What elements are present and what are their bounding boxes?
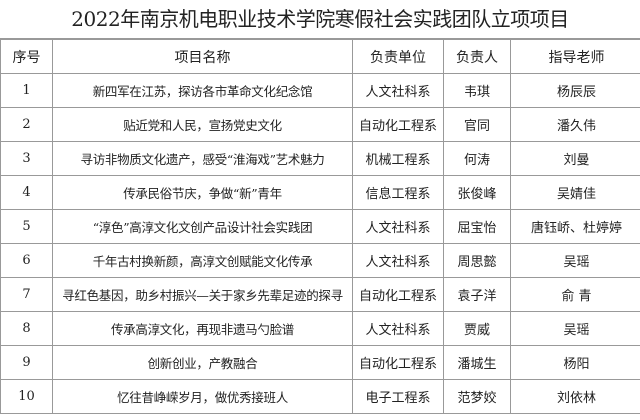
cell-col-leader: 潘城生 <box>443 345 511 380</box>
project-table: 序号 项目名称 负责单位 负责人 指导老师 1 新四军在江苏，探访各市革命文化纪念馆 人文社… <box>0 39 640 414</box>
table-row: 2 贴近党和人民，宣扬党史文化 自动化工程系 官同 潘久伟 <box>0 107 640 142</box>
cell-col-leader: 屈宝怡 <box>443 209 511 244</box>
cell-col-project-name: 寻访非物质文化遗产，感受“淮海戏”艺术魅力 <box>52 141 353 176</box>
table-header-row: 序号 项目名称 负责单位 负责人 指导老师 <box>0 39 640 74</box>
cell-col-project-name: 贴近党和人民，宣扬党史文化 <box>52 107 353 142</box>
cell-col-leader: 官同 <box>443 107 511 142</box>
cell-col-unit: 电子工程系 <box>352 379 444 414</box>
header-col-index: 序号 <box>0 39 53 74</box>
header-col-project-name: 项目名称 <box>52 39 353 74</box>
cell-col-index: 10 <box>0 379 53 414</box>
header-col-leader: 负责人 <box>443 39 511 74</box>
cell-col-index: 3 <box>0 141 53 176</box>
cell-col-leader: 贾威 <box>443 311 511 346</box>
cell-col-project-name: 忆往昔峥嵘岁月，做优秀接班人 <box>52 379 353 414</box>
table-row: 8 传承高淳文化，再现非遗马勺脸谱 人文社科系 贾威 吴瑶 <box>0 311 640 346</box>
cell-col-project-name: 创新创业，产教融合 <box>52 345 353 380</box>
cell-col-index: 4 <box>0 175 53 210</box>
cell-col-advisor: 吴瑶 <box>510 311 640 346</box>
cell-col-advisor: 刘曼 <box>510 141 640 176</box>
cell-col-project-name: 寻红色基因，助乡村振兴—关于家乡先辈足迹的探寻 <box>52 277 353 312</box>
cell-col-advisor: 俞 青 <box>510 277 640 312</box>
cell-col-project-name: 千年古村换新颜，高淳文创赋能文化传承 <box>52 243 353 278</box>
cell-col-advisor: 唐钰峤、杜婷婷 <box>510 209 640 244</box>
table-row: 5 “淳色”高淳文化文创产品设计社会实践团 人文社科系 屈宝怡 唐钰峤、杜婷婷 <box>0 209 640 244</box>
cell-col-leader: 周思懿 <box>443 243 511 278</box>
cell-col-project-name: 传承民俗节庆，争做“新”青年 <box>52 175 353 210</box>
table-row: 7 寻红色基因，助乡村振兴—关于家乡先辈足迹的探寻 自动化工程系 袁子洋俞 青 <box>0 277 640 312</box>
table-row: 1 新四军在江苏，探访各市革命文化纪念馆 人文社科系 韦琪 杨辰辰 <box>0 73 640 108</box>
header-col-unit: 负责单位 <box>352 39 444 74</box>
cell-col-index: 6 <box>0 243 53 278</box>
table-row: 3 寻访非物质文化遗产，感受“淮海戏”艺术魅力 机械工程系 何涛 刘曼 <box>0 141 640 176</box>
cell-col-unit: 人文社科系 <box>352 243 444 278</box>
cell-col-index: 8 <box>0 311 53 346</box>
cell-col-index: 5 <box>0 209 53 244</box>
cell-col-project-name: “淳色”高淳文化文创产品设计社会实践团 <box>52 209 353 244</box>
cell-col-leader: 韦琪 <box>443 73 511 108</box>
cell-col-index: 1 <box>0 73 53 108</box>
cell-col-leader: 袁子洋 <box>443 277 511 312</box>
cell-col-leader: 张俊峰 <box>443 175 511 210</box>
table-row: 6 千年古村换新颜，高淳文创赋能文化传承 人文社科系 周思懿 吴瑶 <box>0 243 640 278</box>
cell-col-advisor: 吴婧佳 <box>510 175 640 210</box>
cell-col-index: 9 <box>0 345 53 380</box>
cell-col-advisor: 潘久伟 <box>510 107 640 142</box>
cell-col-advisor: 吴瑶 <box>510 243 640 278</box>
table-row: 10 忆往昔峥嵘岁月，做优秀接班人 电子工程系 范梦姣 刘依林 <box>0 379 640 414</box>
cell-col-leader: 范梦姣 <box>443 379 511 414</box>
table-row: 9 创新创业，产教融合 自动化工程系 潘城生 杨阳 <box>0 345 640 380</box>
document-title: 2022年南京机电职业技术学院寒假社会实践团队立项项目 <box>0 0 640 39</box>
cell-col-advisor: 刘依林 <box>510 379 640 414</box>
cell-col-unit: 自动化工程系 <box>352 345 444 380</box>
header-col-advisor: 指导老师 <box>510 39 640 74</box>
table-row: 4 传承民俗节庆，争做“新”青年 信息工程系 张俊峰 吴婧佳 <box>0 175 640 210</box>
cell-col-advisor: 杨阳 <box>510 345 640 380</box>
cell-col-project-name: 新四军在江苏，探访各市革命文化纪念馆 <box>52 73 353 108</box>
cell-col-unit: 人文社科系 <box>352 311 444 346</box>
cell-col-unit: 人文社科系 <box>352 209 444 244</box>
cell-col-project-name: 传承高淳文化，再现非遗马勺脸谱 <box>52 311 353 346</box>
cell-col-leader: 何涛 <box>443 141 511 176</box>
cell-col-unit: 自动化工程系 <box>352 277 444 312</box>
cell-col-unit: 信息工程系 <box>352 175 444 210</box>
cell-col-advisor: 杨辰辰 <box>510 73 640 108</box>
cell-col-unit: 机械工程系 <box>352 141 444 176</box>
cell-col-index: 7 <box>0 277 53 312</box>
cell-col-unit: 自动化工程系 <box>352 107 444 142</box>
cell-col-index: 2 <box>0 107 53 142</box>
cell-col-unit: 人文社科系 <box>352 73 444 108</box>
